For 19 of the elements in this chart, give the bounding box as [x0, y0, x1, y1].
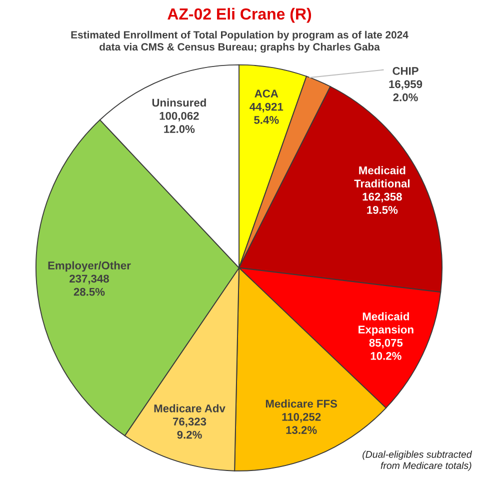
data-label: 162,358 19.5%: [362, 192, 402, 214]
slice-label: Medicare FFS: [266, 399, 338, 408]
data-label: 100,062 12.0%: [160, 112, 199, 133]
slice-label: CHIP: [392, 67, 418, 75]
chart-title: AZ-02 Eli Crane (R): [168, 8, 312, 23]
text: (Dual-eligibles subtracted from Medicare totals): [362, 450, 472, 471]
data-label: 237,348 28.5%: [70, 274, 109, 296]
slice-label: Uninsured: [152, 98, 206, 107]
data-label: 76,323 9.2%: [173, 418, 206, 439]
data-label: 44,921 5.4%: [250, 102, 284, 124]
slice-label: Medicaid Traditional: [354, 166, 410, 188]
slice-label: Medicare Adv: [154, 404, 226, 412]
slice-label: ACA: [254, 90, 278, 98]
chart-subtitle: Estimated Enrollment of Total Population by program as of late 2024 data via CMS & Census Bureau; graphs by Charles Gaba: [71, 30, 408, 53]
data-label: 16,959 2.0%: [389, 80, 422, 102]
data-label: 85,075 10.2%: [369, 338, 403, 360]
slice-label: Medicaid Expansion: [358, 312, 414, 336]
slice-label: Employer/Other: [48, 261, 131, 272]
data-label: 110,252 13.2%: [282, 412, 321, 434]
